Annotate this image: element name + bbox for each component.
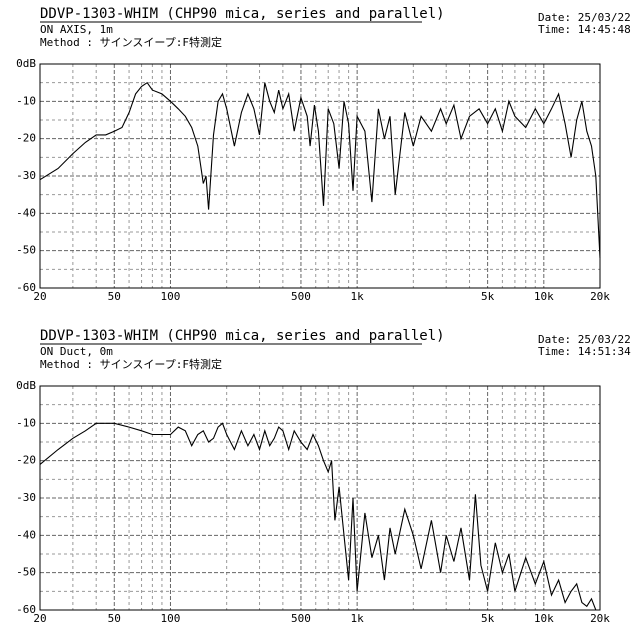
chart-title: DDVP-1303-WHIM (CHP90 mica, series and p… [40,328,445,344]
method: Method : サインスイープ:F特測定 [40,357,222,371]
y-tick-label: 0dB [16,379,36,392]
subtitle: ON AXIS, 1m [40,23,113,36]
x-tick-label: 500 [291,290,311,303]
date: Date: 25/03/22 [538,333,631,346]
y-tick-label: -30 [16,491,36,504]
x-tick-label: 100 [161,612,181,625]
x-tick-label: 50 [108,290,121,303]
x-tick-label: 20k [590,290,610,303]
y-tick-label: -30 [16,169,36,182]
x-tick-label: 20 [33,612,46,625]
response-line [39,422,600,611]
subtitle: ON Duct, 0m [40,345,113,358]
y-tick-label: -50 [16,244,36,257]
chart-title: DDVP-1303-WHIM (CHP90 mica, series and p… [40,6,445,22]
time: Time: 14:51:34 [538,345,631,358]
response-line [39,81,601,259]
x-tick-label: 1k [351,612,365,625]
x-tick-label: 10k [534,290,554,303]
y-tick-label: -60 [16,281,36,294]
y-tick-label: -40 [16,528,36,541]
plot-frame [39,385,601,611]
x-tick-label: 50 [108,612,121,625]
y-tick-label: -10 [16,416,36,429]
y-tick-label: -50 [16,566,36,579]
y-tick-label: -60 [16,603,36,616]
x-tick-label: 20 [33,290,46,303]
date: Date: 25/03/22 [538,11,631,24]
y-tick-label: -20 [16,132,36,145]
time: Time: 14:45:48 [538,23,631,36]
y-tick-label: -20 [16,454,36,467]
x-tick-label: 10k [534,612,554,625]
x-tick-label: 100 [161,290,181,303]
y-tick-label: -40 [16,206,36,219]
method: Method : サインスイープ:F特測定 [40,35,222,49]
x-tick-label: 500 [291,612,311,625]
x-tick-label: 20k [590,612,610,625]
y-tick-label: 0dB [16,57,36,70]
x-tick-label: 1k [351,290,365,303]
y-tick-label: -10 [16,94,36,107]
x-tick-label: 5k [481,612,495,625]
x-tick-label: 5k [481,290,495,303]
plot-frame [39,63,601,289]
